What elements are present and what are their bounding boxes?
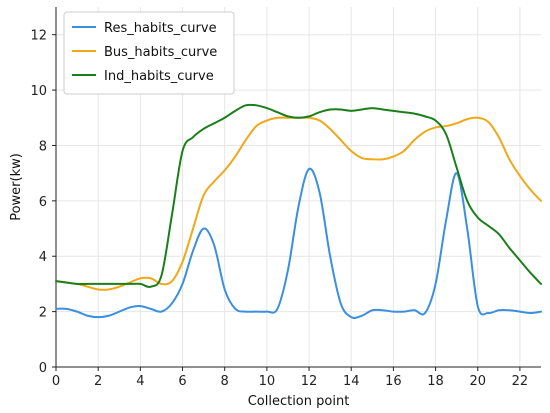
x-tick-label: 0: [52, 374, 60, 389]
y-axis-label: Power(kw): [9, 153, 24, 221]
x-tick-label: 16: [385, 374, 402, 389]
legend-box: [63, 11, 235, 95]
y-tick-label: 0: [39, 361, 47, 376]
y-tick-label: 8: [39, 139, 47, 154]
x-tick-label: 20: [469, 374, 486, 389]
legend-label-2: Bus_habits_curve: [104, 45, 217, 60]
tick-labels: 0 2 4 6 8 10 12 14 16 18 20 22 0 2 4 6 8 10 12: [30, 29, 528, 389]
x-axis-label: Collection point: [248, 394, 350, 409]
x-tick-label: 18: [427, 374, 444, 389]
y-tick-label: 10: [30, 84, 47, 99]
x-tick-label: 6: [178, 374, 186, 389]
x-tick-label: 14: [343, 374, 360, 389]
y-tick-label: 2: [39, 306, 47, 321]
y-tick-label: 4: [39, 250, 47, 265]
x-tick-label: 12: [301, 374, 318, 389]
legend-label-3: Ind_habits_curve: [104, 69, 214, 84]
x-tick-label: 2: [94, 374, 102, 389]
axes: [55, 7, 541, 368]
y-tick-label: 6: [39, 195, 47, 210]
series-line-3: [55, 103, 542, 288]
x-tick-label: 8: [221, 374, 229, 389]
series-line-1: [55, 167, 542, 319]
series-lines: [55, 103, 542, 319]
x-tick-label: 10: [259, 374, 276, 389]
x-tick-label: 4: [136, 374, 144, 389]
y-tick-label: 12: [30, 29, 47, 44]
legend: Res_habits_curve Bus_habits_curve Ind_habi…: [63, 11, 235, 95]
legend-label-1: Res_habits_curve: [104, 21, 217, 36]
x-tick-label: 22: [512, 374, 529, 389]
